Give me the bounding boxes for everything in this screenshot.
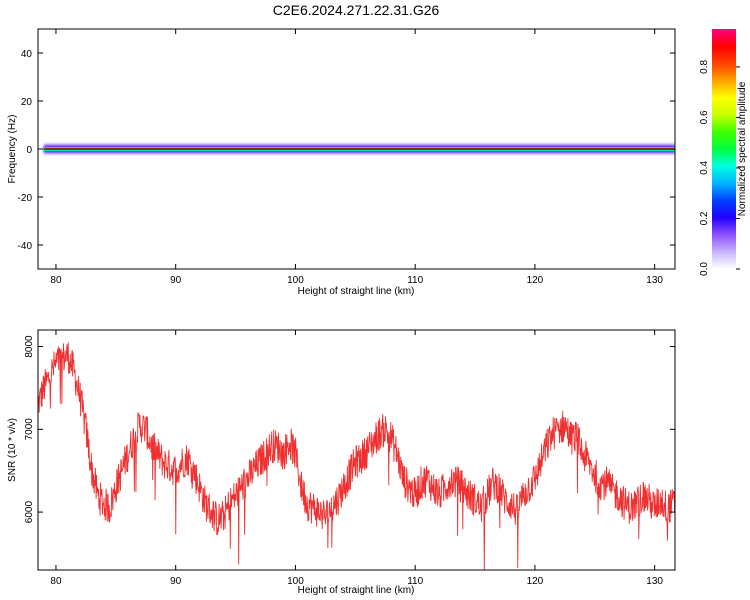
spectrogram-x-tick-label: 130 bbox=[646, 275, 663, 286]
snr-y-tick-label: 7000 bbox=[24, 418, 35, 441]
snr-x-tick-label: 90 bbox=[170, 576, 182, 587]
colorbar-label: Normalized spectral amplitude bbox=[737, 81, 748, 216]
spectral-band bbox=[43, 143, 675, 155]
colorbar: 0.0 0.2 0.4 0.6 0.8 Normalized spectral ampl… bbox=[699, 29, 748, 276]
spectrogram-panel: 80 90 100 110 120 130 40 20 0 -20 -40 Height of s… bbox=[7, 28, 676, 297]
colorbar-bar bbox=[712, 29, 736, 269]
spectrogram-y-axis-label: Frequency (Hz) bbox=[7, 115, 18, 184]
colorbar-tick-label: 0.2 bbox=[699, 211, 710, 225]
snr-x-axis-label: Height of straight line (km) bbox=[298, 585, 415, 596]
snr-x-tick-label: 130 bbox=[646, 576, 663, 587]
spectrogram-x-tick-label: 110 bbox=[407, 275, 423, 286]
snr-x-tick-label: 80 bbox=[50, 576, 62, 587]
spectrogram-y-ticks: 40 20 0 -20 -40 bbox=[18, 49, 675, 252]
colorbar-tick-label: 0.0 bbox=[699, 262, 710, 276]
snr-frame bbox=[37, 329, 676, 571]
snr-panel: 80 90 100 110 120 130 8000 7000 6000 Height of … bbox=[7, 329, 676, 596]
snr-x-ticks: 80 90 100 110 120 130 bbox=[50, 330, 663, 587]
spectrogram-y-tick-label: 20 bbox=[21, 97, 33, 108]
spectrogram-x-tick-label: 90 bbox=[170, 275, 182, 286]
spectrogram-y-tick-label: -20 bbox=[18, 193, 33, 204]
spectrogram-x-axis-label: Height of straight line (km) bbox=[298, 286, 415, 297]
spectrogram-y-tick-label: 40 bbox=[21, 49, 33, 60]
spectrogram-y-tick-label: 0 bbox=[26, 145, 32, 156]
figure-title: C2E6.2024.271.22.31.G26 bbox=[273, 2, 440, 18]
spectrogram-x-tick-label: 120 bbox=[527, 275, 544, 286]
spectrogram-x-ticks: 80 90 100 110 120 130 bbox=[50, 29, 663, 286]
colorbar-ticks: 0.0 0.2 0.4 0.6 0.8 bbox=[699, 60, 740, 276]
snr-x-tick-label: 100 bbox=[287, 576, 304, 587]
colorbar-tick-label: 0.8 bbox=[699, 60, 710, 74]
spectrogram-x-tick-label: 80 bbox=[50, 275, 62, 286]
snr-x-tick-label: 120 bbox=[527, 576, 544, 587]
spectrogram-x-tick-label: 100 bbox=[287, 275, 304, 286]
snr-series-line bbox=[38, 342, 675, 570]
colorbar-tick-label: 0.6 bbox=[699, 110, 710, 124]
snr-y-tick-label: 8000 bbox=[24, 335, 35, 358]
colorbar-tick-label: 0.4 bbox=[699, 161, 710, 175]
spectrogram-y-tick-label: -40 bbox=[18, 241, 33, 252]
snr-x-tick-label: 110 bbox=[407, 576, 423, 587]
snr-y-axis-label: SNR (10 * v/v) bbox=[7, 418, 18, 482]
snr-y-ticks: 8000 7000 6000 bbox=[24, 335, 675, 523]
snr-y-tick-label: 6000 bbox=[24, 501, 35, 524]
